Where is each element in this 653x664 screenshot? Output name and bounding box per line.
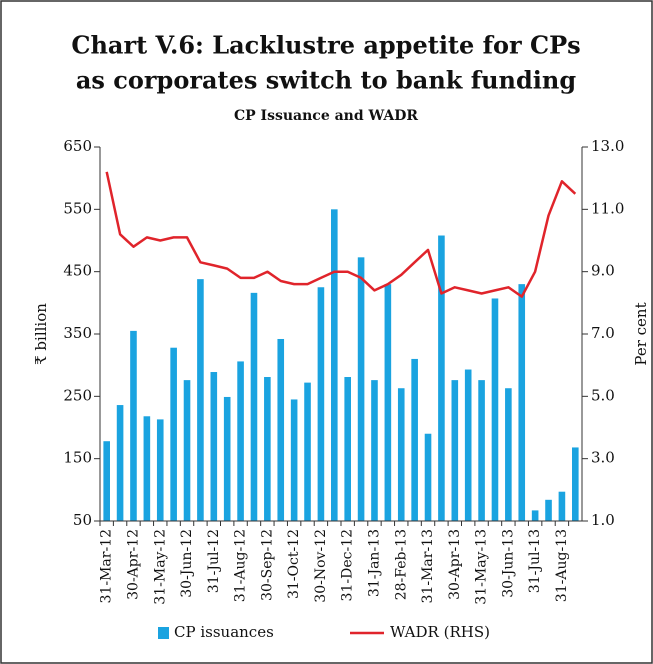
bar bbox=[357, 257, 365, 521]
bar bbox=[438, 235, 445, 521]
chart-title: as corporates switch to bank funding bbox=[76, 66, 576, 95]
bar bbox=[572, 447, 579, 521]
y2-tick-label: 9.0 bbox=[591, 262, 615, 280]
x-tick-label: 31-Jul-12 bbox=[206, 529, 222, 593]
legend-label: WADR (RHS) bbox=[390, 623, 490, 641]
bar bbox=[197, 279, 204, 521]
y2-tick-label: 5.0 bbox=[591, 386, 615, 404]
chart-subtitle: CP Issuance and WADR bbox=[234, 108, 418, 124]
bar bbox=[464, 369, 472, 521]
y2-tick-label: 3.0 bbox=[591, 449, 615, 467]
y2-tick-label: 7.0 bbox=[591, 324, 615, 342]
x-tick-label: 30-Sep-12 bbox=[259, 529, 275, 601]
chart-title: Chart V.6: Lacklustre appetite for CPs bbox=[71, 31, 580, 60]
x-tick-label: 31-Dec-12 bbox=[340, 529, 356, 601]
bar bbox=[317, 287, 325, 521]
x-tick-label: 31-May-12 bbox=[152, 529, 168, 605]
x-tick-label: 30-Apr-13 bbox=[447, 529, 463, 600]
x-tick-label: 31-Jul-13 bbox=[527, 529, 543, 593]
legend-swatch bbox=[158, 627, 169, 639]
bar bbox=[130, 330, 137, 521]
x-tick-label: 30-Jun-12 bbox=[179, 529, 195, 598]
bar bbox=[397, 388, 405, 521]
bar bbox=[558, 491, 566, 521]
y2-tick-label: 13.0 bbox=[591, 137, 624, 155]
bar bbox=[478, 380, 485, 521]
bar bbox=[103, 441, 110, 521]
y2-tick-label: 1.0 bbox=[591, 511, 615, 529]
bar bbox=[384, 284, 392, 521]
x-tick-label: 30-Apr-12 bbox=[125, 529, 141, 600]
x-tick-label: 31-Aug-12 bbox=[233, 529, 249, 602]
y-tick-label: 250 bbox=[63, 386, 92, 404]
bar bbox=[518, 284, 526, 521]
x-tick-label: 31-Oct-12 bbox=[286, 529, 302, 599]
bar bbox=[183, 380, 191, 521]
x-tick-label: 31-Aug-13 bbox=[554, 529, 570, 602]
bar bbox=[290, 399, 298, 521]
line bbox=[105, 171, 577, 298]
bar bbox=[344, 377, 351, 521]
y2-axis-label: Per cent bbox=[632, 302, 650, 365]
bar bbox=[250, 292, 258, 521]
bar bbox=[237, 361, 244, 521]
y2-tick-label: 11.0 bbox=[591, 199, 624, 217]
bar bbox=[143, 416, 151, 521]
y-tick-label: 150 bbox=[63, 449, 92, 467]
bar bbox=[223, 396, 231, 521]
y-tick-label: 450 bbox=[63, 262, 92, 280]
x-tick-label: 31-Mar-12 bbox=[99, 529, 115, 603]
bar bbox=[116, 405, 124, 521]
x-tick-label: 28-Feb-13 bbox=[393, 529, 409, 600]
bar bbox=[505, 388, 512, 521]
bar bbox=[277, 338, 285, 521]
bar bbox=[411, 358, 418, 521]
x-tick-label: 31-Jan-13 bbox=[366, 529, 382, 597]
bar bbox=[210, 372, 218, 521]
bar bbox=[424, 433, 432, 521]
bar bbox=[451, 380, 459, 521]
bar bbox=[331, 209, 338, 522]
x-tick-label: 31-May-13 bbox=[474, 529, 490, 605]
x-tick-label: 31-Mar-13 bbox=[420, 529, 436, 603]
bar bbox=[156, 419, 164, 521]
bar bbox=[264, 377, 271, 521]
bar bbox=[371, 380, 378, 521]
bar bbox=[545, 499, 552, 521]
y-tick-label: 550 bbox=[63, 199, 92, 217]
y-tick-label: 350 bbox=[63, 324, 92, 342]
y-tick-label: 50 bbox=[73, 511, 92, 529]
legend-label: CP issuances bbox=[174, 623, 274, 641]
x-tick-label: 30-Jun-13 bbox=[500, 529, 516, 598]
bar bbox=[491, 298, 499, 521]
bar bbox=[304, 382, 311, 521]
y-tick-label: 650 bbox=[63, 137, 92, 155]
y-axis-label: ₹ billion bbox=[32, 303, 50, 365]
bar bbox=[170, 347, 177, 521]
x-tick-label: 30-Nov-12 bbox=[313, 529, 329, 603]
bar bbox=[531, 510, 539, 521]
